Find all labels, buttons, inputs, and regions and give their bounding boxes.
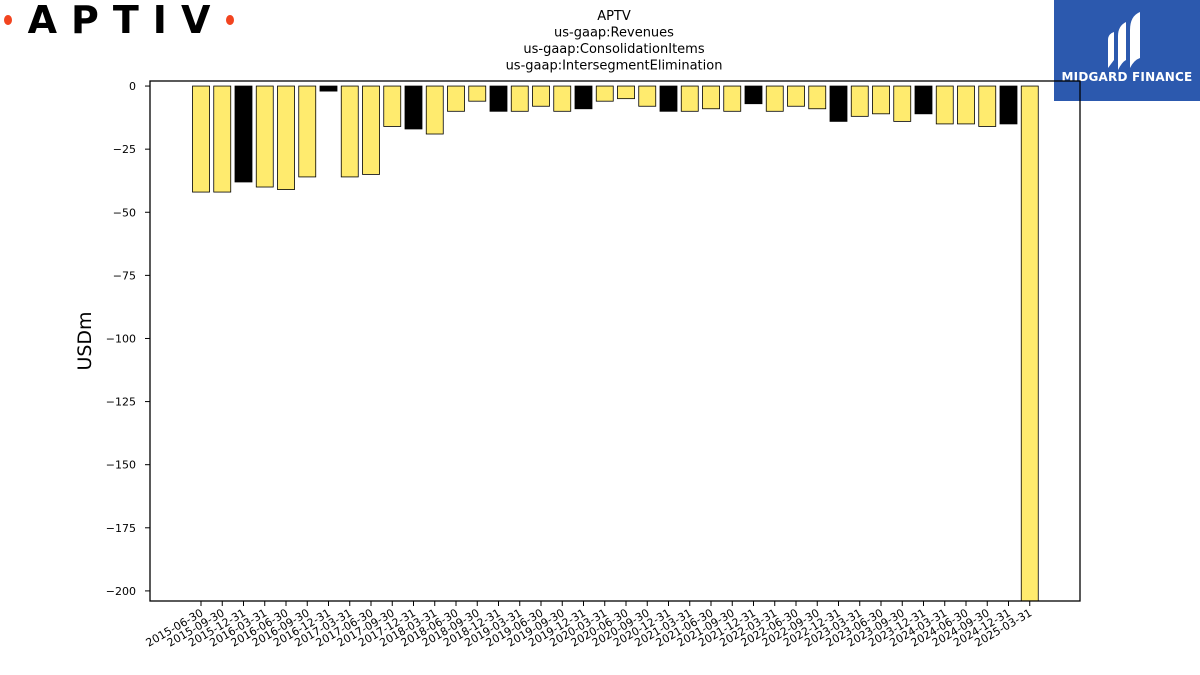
bar-2015-12-31 [234,85,253,183]
bar-2016-09-30 [298,85,317,178]
bar-2021-12-31 [744,85,763,105]
bar-2015-09-30 [213,85,232,193]
bar-2017-09-30 [383,85,402,127]
y-axis-label: USDm [74,311,96,370]
bar-2024-06-30 [957,85,975,125]
bar-2020-03-31 [595,85,614,102]
bar-2023-06-30 [872,85,890,115]
bar-2022-12-31 [829,85,848,122]
bar-2018-12-31 [489,85,508,112]
aptiv-logo-text: APTIV [27,0,225,42]
logo-dot-right [226,15,234,25]
bar-2022-09-30 [808,85,827,110]
bar-2015-06-30 [192,85,210,193]
bar-2018-06-30 [447,85,465,112]
bar-2025-03-31 [1020,85,1039,602]
bar-2019-06-30 [532,85,550,107]
y-tick-label: 0 [129,80,136,93]
y-tick-label: −125 [106,396,136,409]
chart-title-line: us-gaap:ConsolidationItems [523,42,704,57]
bar-2022-06-30 [787,85,805,107]
bar-2016-03-31 [255,85,274,188]
y-tick-label: −100 [106,332,136,345]
bar-2023-12-31 [914,85,933,115]
y-tick-label: −50 [113,206,136,219]
bar-2020-12-31 [659,85,678,112]
logo-dot-left [4,15,12,25]
bar-2019-09-30 [553,85,572,112]
bar-2021-03-31 [680,85,699,112]
bar-2024-12-31 [999,85,1018,125]
y-tick-label: −200 [106,585,136,598]
bar-2019-12-31 [574,85,593,110]
bar-2023-03-31 [850,85,869,117]
bar-2017-03-31 [340,85,359,178]
bar-2018-09-30 [468,85,487,102]
plot-frame [149,80,1081,602]
bar-2024-03-31 [935,85,954,125]
bar-2023-09-30 [893,85,912,122]
bar-2021-06-30 [702,85,720,110]
y-tick-label: −25 [113,143,136,156]
chart-title-line: APTV [597,9,631,24]
bar-2018-03-31 [425,85,444,135]
chart-title-line: us-gaap:Revenues [554,26,674,41]
bar-2017-06-30 [362,85,380,175]
midgard-finance-logo: MIDGARD FINANCE [1054,0,1200,101]
y-tick-label: −75 [113,269,136,282]
bar-2019-03-31 [510,85,529,112]
bar-2016-12-31 [319,85,338,92]
chart-title-line: us-gaap:IntersegmentElimination [506,59,723,74]
midgard-emblem-icon [1108,12,1140,70]
bar-2017-12-31 [404,85,423,130]
bar-2022-03-31 [765,85,784,112]
midgard-finance-logo-text: MIDGARD FINANCE [1061,70,1193,84]
bar-2016-06-30 [277,85,295,190]
bar-2021-09-30 [723,85,742,112]
bar-2020-06-30 [617,85,635,100]
bar-2024-09-30 [978,85,997,127]
aptiv-logo: APTIV [4,0,234,42]
bar-2020-09-30 [638,85,657,107]
y-tick-label: −175 [106,522,136,535]
y-tick-label: −150 [106,459,136,472]
